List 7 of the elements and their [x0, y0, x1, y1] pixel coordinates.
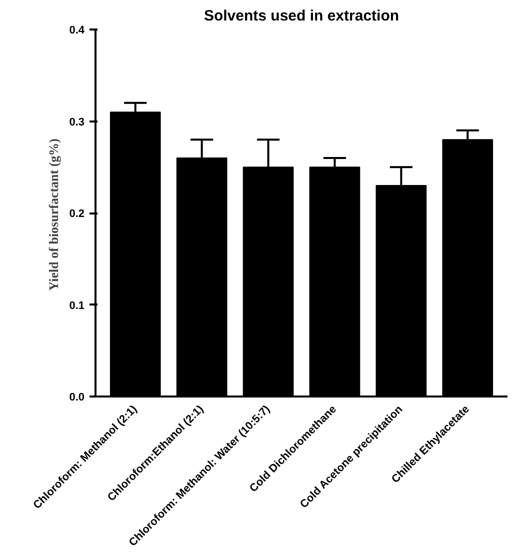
y-tick-label: 0.3 — [69, 116, 85, 128]
y-axis-title: Yield of biosurfactant (g%) — [46, 138, 62, 291]
y-tick-label: 0.1 — [69, 300, 85, 312]
y-tick-label: 0.4 — [69, 24, 86, 36]
y-tick-label: 0.2 — [69, 208, 85, 220]
chart-title: Solvents used in extraction — [204, 8, 400, 24]
y-tick-label: 0.0 — [69, 392, 85, 404]
